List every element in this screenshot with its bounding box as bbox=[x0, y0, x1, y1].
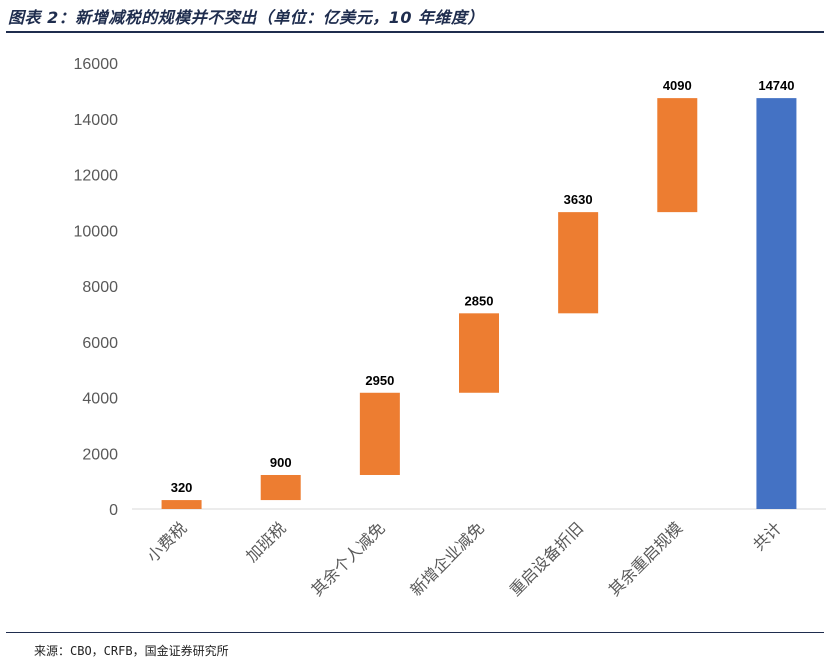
data-label: 900 bbox=[270, 455, 292, 470]
data-label: 2950 bbox=[365, 373, 394, 388]
figure-title: 图表 2：新增减税的规模并不突出（单位：亿美元，10 年维度） bbox=[8, 8, 485, 27]
y-tick-label: 12000 bbox=[74, 168, 119, 185]
x-category-label: 加班税 bbox=[242, 518, 289, 565]
increment-bar bbox=[657, 98, 698, 213]
x-category-label: 其余重启规模 bbox=[605, 518, 686, 599]
total-bar bbox=[756, 98, 797, 509]
source-rule bbox=[6, 632, 824, 633]
x-category-label: 新增企业减免 bbox=[407, 518, 488, 599]
data-label: 320 bbox=[171, 480, 193, 495]
x-category-label: 小费税 bbox=[143, 518, 190, 565]
data-label: 14740 bbox=[758, 78, 794, 93]
increment-bar bbox=[161, 500, 202, 509]
x-category-label: 重启设备折旧 bbox=[506, 518, 587, 599]
y-tick-label: 0 bbox=[109, 502, 118, 519]
increment-bar bbox=[459, 313, 499, 393]
y-tick-label: 10000 bbox=[74, 223, 119, 240]
y-tick-label: 4000 bbox=[82, 391, 118, 408]
data-label: 4090 bbox=[663, 78, 692, 93]
title-rule bbox=[6, 31, 824, 33]
x-category-label: 共计 bbox=[749, 518, 785, 554]
y-tick-label: 6000 bbox=[82, 335, 118, 352]
y-tick-label: 2000 bbox=[82, 446, 118, 463]
increment-bar bbox=[558, 212, 599, 314]
increment-bar bbox=[260, 474, 301, 501]
source-note: 来源：CBO，CRFB，国金证券研究所 bbox=[34, 644, 229, 658]
y-tick-label: 14000 bbox=[74, 112, 119, 129]
y-tick-label: 16000 bbox=[74, 56, 119, 73]
waterfall-chart: 0 2000 4000 6000 8000 10000 12000 14000 16000 320… bbox=[74, 56, 826, 600]
increment-bar bbox=[359, 392, 400, 475]
y-tick-label: 8000 bbox=[82, 279, 118, 296]
x-category-label: 其余个人减免 bbox=[307, 518, 388, 599]
data-label: 2850 bbox=[465, 293, 494, 308]
data-label: 3630 bbox=[564, 192, 593, 207]
